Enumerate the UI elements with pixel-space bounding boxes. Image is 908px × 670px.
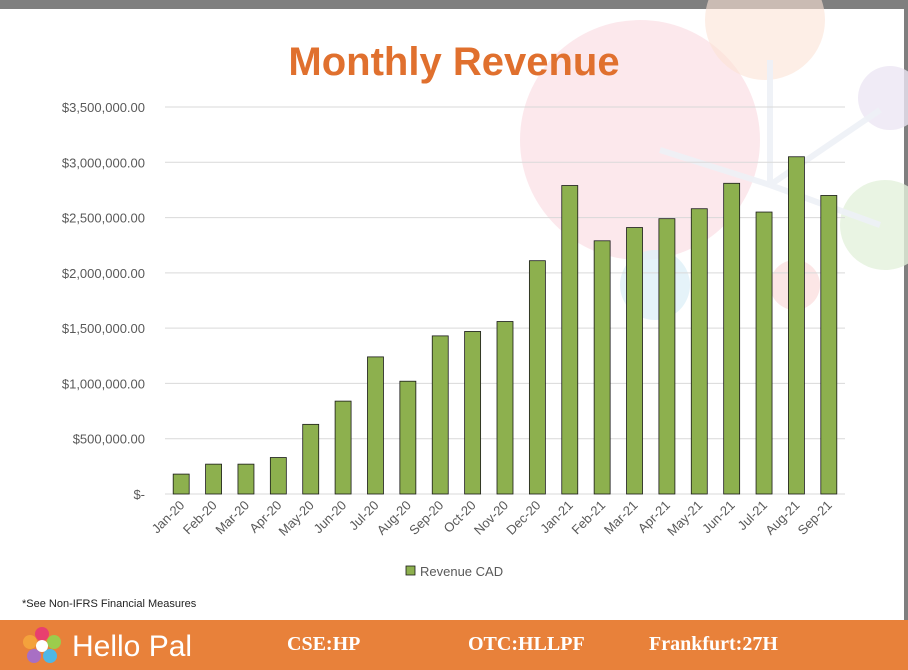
x-tick-label: Jan-21 xyxy=(537,498,576,537)
background-decoration xyxy=(520,0,908,320)
bar xyxy=(723,182,741,495)
x-tick-label: Feb-21 xyxy=(569,498,609,538)
x-tick-label: Dec-20 xyxy=(503,498,543,538)
bar xyxy=(561,185,579,495)
x-tick-label: May-20 xyxy=(276,498,317,539)
ticker-frankfurt: Frankfurt:27H xyxy=(649,633,778,655)
y-tick-label: $2,000,000.00 xyxy=(62,266,145,281)
y-tick-label: $- xyxy=(133,487,145,502)
legend-label: Revenue CAD xyxy=(420,564,503,579)
y-tick-label: $500,000.00 xyxy=(73,432,145,447)
bar xyxy=(690,208,708,495)
x-tick-label: Mar-21 xyxy=(601,498,641,538)
ticker-otc: OTC:HLLPF xyxy=(468,633,585,655)
x-tick-label: Nov-20 xyxy=(471,498,511,538)
bar xyxy=(658,218,676,495)
bar xyxy=(334,400,352,495)
x-tick-label: Aug-20 xyxy=(374,498,414,538)
y-tick-label: $2,500,000.00 xyxy=(62,211,145,226)
bar xyxy=(464,331,482,495)
y-tick-label: $3,500,000.00 xyxy=(62,100,145,115)
x-tick-label: Jan-20 xyxy=(149,498,188,537)
bar xyxy=(431,335,449,495)
x-tick-label: Sep-20 xyxy=(406,498,446,538)
hello-pal-logo: Hello Pal xyxy=(22,626,222,666)
x-tick-label: Jun-20 xyxy=(311,498,350,537)
bar xyxy=(237,463,255,495)
bar xyxy=(788,156,805,495)
bar xyxy=(399,380,417,495)
bar xyxy=(172,473,190,495)
footer-bar: Hello Pal CSE:HP OTC:HLLPF Frankfurt:27H xyxy=(0,620,908,670)
bar xyxy=(528,260,546,495)
footnote: *See Non-IFRS Financial Measures xyxy=(22,598,197,610)
bar xyxy=(205,463,222,495)
x-tick-label: Aug-21 xyxy=(762,498,802,538)
bar xyxy=(496,321,514,495)
ticker-cse: CSE:HP xyxy=(287,633,361,655)
bar-chart: $- $500,000.00 $1,000,000.00 $1,500,000.00 $… xyxy=(62,100,845,579)
chart-title: Monthly Revenue xyxy=(288,40,620,84)
flower-logo-icon xyxy=(23,627,61,663)
y-tick-label: $1,000,000.00 xyxy=(62,376,145,391)
bar xyxy=(593,240,611,495)
bar xyxy=(269,457,287,495)
x-tick-label: Sep-21 xyxy=(795,498,835,538)
y-tick-label: $1,500,000.00 xyxy=(62,321,145,336)
x-tick-label: Mar-20 xyxy=(212,498,252,538)
logo-text: Hello Pal xyxy=(72,630,193,663)
x-tick-label: Jun-21 xyxy=(699,498,738,537)
x-tick-label: May-21 xyxy=(664,498,705,539)
bar xyxy=(820,195,838,495)
bar xyxy=(626,227,643,495)
y-tick-label: $3,000,000.00 xyxy=(62,155,145,170)
bar xyxy=(367,356,384,495)
bar xyxy=(302,423,320,495)
x-tick-label: Feb-20 xyxy=(180,498,220,538)
bar xyxy=(755,211,773,495)
top-bar xyxy=(0,0,908,9)
right-edge-bar xyxy=(904,0,908,620)
legend-swatch xyxy=(405,565,416,576)
